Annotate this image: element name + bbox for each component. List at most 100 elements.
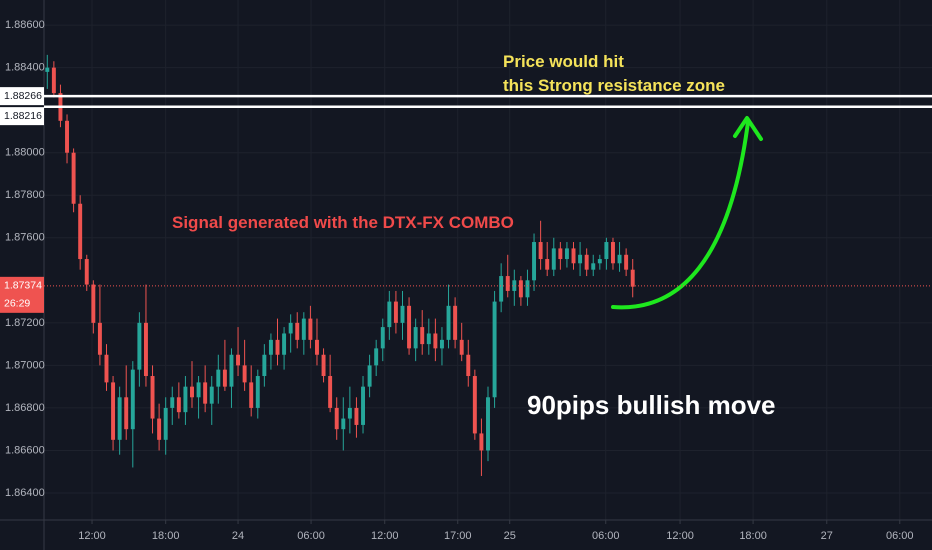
candle-body <box>374 348 379 366</box>
candle-body <box>51 67 56 94</box>
candle-body <box>143 322 148 377</box>
projection-arrow <box>611 120 750 310</box>
x-tick-label: 27 <box>821 530 833 542</box>
arrow-head <box>733 116 763 141</box>
candle-body <box>420 327 425 345</box>
y-tick-label: 1.87000 <box>5 359 45 371</box>
candle-body <box>446 305 451 340</box>
candle-body <box>268 339 273 355</box>
candle-body <box>439 339 444 349</box>
candle-body <box>216 369 221 387</box>
x-tick-label: 12:00 <box>371 530 399 542</box>
price-label: 1.88266 <box>4 90 42 102</box>
last-price-box <box>0 276 44 313</box>
candle-body <box>347 407 352 419</box>
candle-body <box>472 376 477 434</box>
x-tick-label: 12:00 <box>666 530 694 542</box>
candle-body <box>328 376 333 408</box>
price-label: 1.88216 <box>4 110 42 122</box>
candle-body <box>196 382 201 398</box>
y-tick-label: 1.88000 <box>5 147 45 159</box>
candle-body <box>150 376 155 419</box>
candle-body <box>597 259 602 264</box>
price-box <box>0 87 44 106</box>
candle-body <box>564 248 569 260</box>
candle-body <box>130 369 135 430</box>
candle-body <box>295 322 300 340</box>
candle-body <box>380 327 385 349</box>
last-price-label: 1.87374 <box>4 280 42 292</box>
y-tick-label: 1.86600 <box>5 444 45 456</box>
candle-body <box>308 318 313 340</box>
x-tick-label: 17:00 <box>444 530 472 542</box>
candle-body <box>222 369 227 387</box>
y-tick-label: 1.88600 <box>5 19 45 31</box>
candle-body <box>387 301 392 328</box>
candle-body <box>315 339 319 355</box>
x-tick-label: 06:00 <box>592 530 620 542</box>
candle-body <box>354 407 359 425</box>
candle-body <box>111 382 116 440</box>
candle-body <box>466 354 471 377</box>
candle-body <box>630 269 635 287</box>
candle-body <box>275 339 280 355</box>
candle-body <box>518 280 523 298</box>
y-tick-label: 1.86800 <box>5 402 45 414</box>
candle-body <box>512 280 517 291</box>
y-tick-label: 1.86400 <box>5 487 45 499</box>
x-tick-label: 18:00 <box>739 530 767 542</box>
candle-body <box>236 354 241 366</box>
candle-body <box>617 254 622 264</box>
candle-body <box>611 242 615 264</box>
candle-body <box>525 280 530 298</box>
x-tick-label: 18:00 <box>152 530 180 542</box>
candle-body <box>459 339 464 355</box>
candle-body <box>176 397 181 413</box>
candle-body <box>288 322 293 334</box>
candle-body <box>367 365 372 387</box>
candle-body <box>558 248 563 260</box>
candle-body <box>361 386 365 425</box>
candle-body <box>157 418 162 440</box>
candle-body <box>170 397 175 408</box>
candle-body <box>209 386 214 404</box>
grid <box>44 0 932 520</box>
candles <box>45 54 635 476</box>
candle-body <box>117 397 122 440</box>
annotation: this Strong resistance zone <box>503 76 725 95</box>
candle-body <box>413 327 418 349</box>
candle-body <box>71 152 76 204</box>
candle-body <box>203 382 208 404</box>
candle-body <box>124 397 129 430</box>
candle-body <box>571 248 576 264</box>
annotation: Signal generated with the DTX-FX COMBO <box>172 213 514 232</box>
candle-body <box>104 354 109 383</box>
candle-body <box>492 301 497 398</box>
candle-body <box>163 407 168 440</box>
candle-body <box>91 284 96 323</box>
candle-body <box>433 333 438 349</box>
candle-body <box>538 242 543 260</box>
candle-body <box>45 67 50 72</box>
candle-body <box>499 276 504 302</box>
candle-body <box>545 259 550 270</box>
candle-body <box>334 407 339 430</box>
candle-body <box>190 386 194 398</box>
x-tick-label: 06:00 <box>886 530 914 542</box>
candle-body <box>65 120 69 153</box>
candle-body <box>301 318 306 340</box>
candle-body <box>393 301 398 323</box>
candle-body <box>624 254 629 270</box>
candle-body <box>479 433 484 451</box>
x-tick-label: 12:00 <box>78 530 106 542</box>
candle-body <box>183 386 188 413</box>
y-tick-label: 1.87800 <box>5 189 45 201</box>
candle-body <box>321 354 326 377</box>
candle-body <box>407 305 412 349</box>
candle-body <box>591 263 596 270</box>
annotation: Price would hit <box>503 52 624 71</box>
candle-body <box>584 254 589 270</box>
